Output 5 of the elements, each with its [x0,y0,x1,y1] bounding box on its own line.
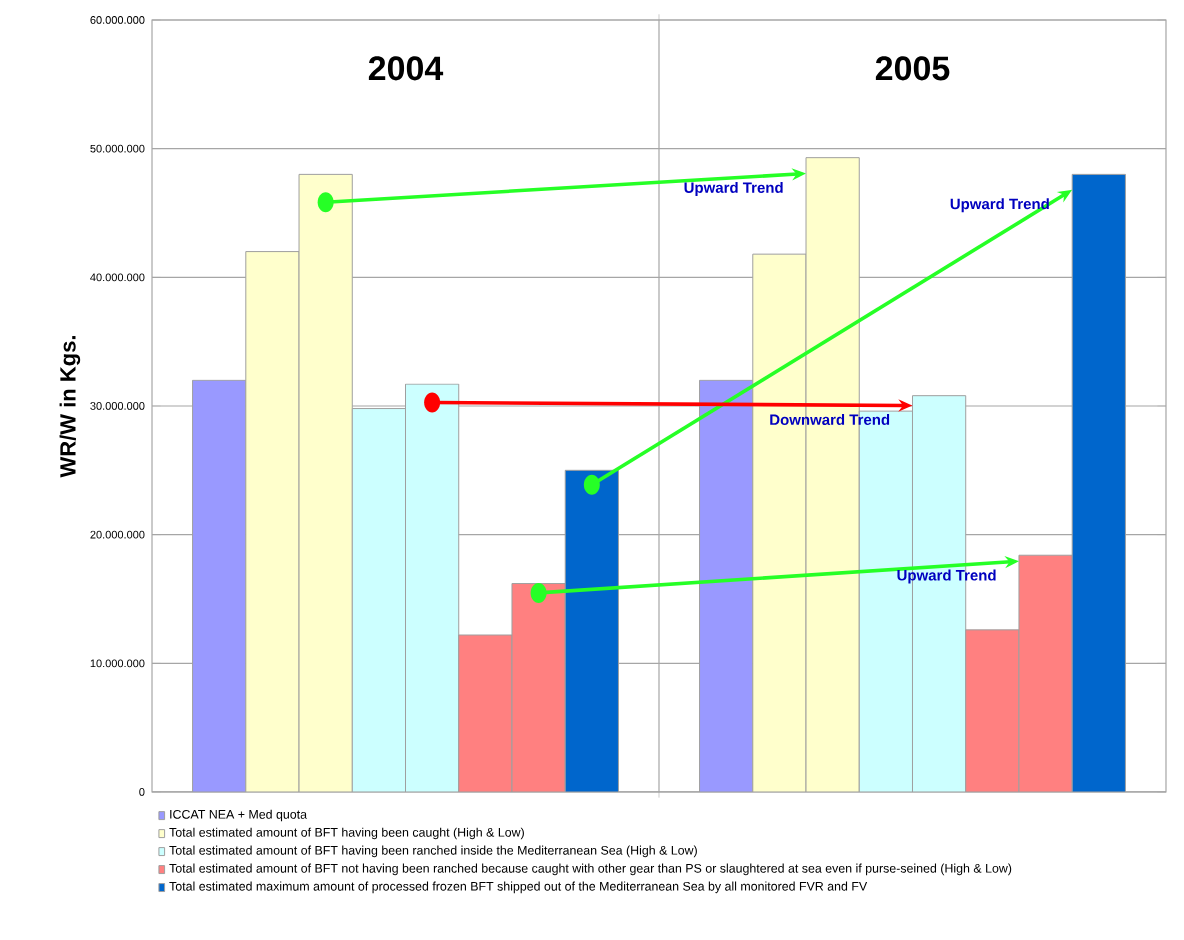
y-axis-title: WR/W in Kgs. [59,336,81,478]
bar [699,379,754,792]
bar [192,379,247,792]
x-tick-label: 2004 [368,56,444,81]
x-tick-label: 2005 [875,56,950,81]
